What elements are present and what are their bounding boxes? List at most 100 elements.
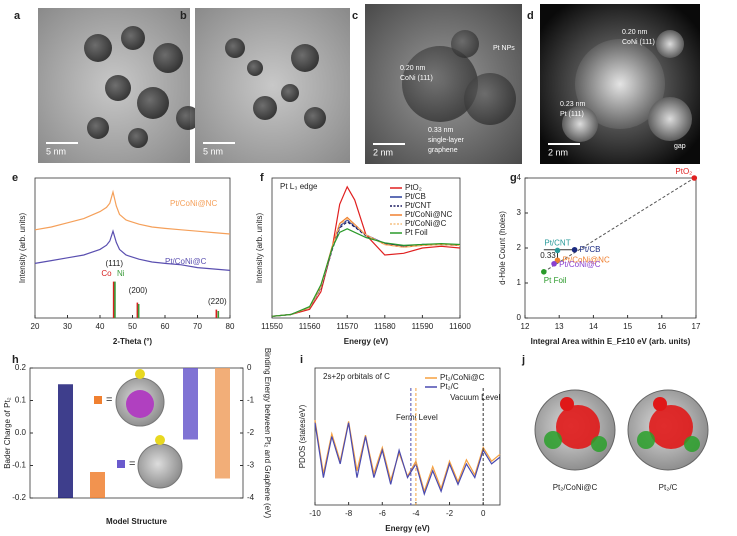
y2-tick-label: 0	[247, 363, 252, 372]
panel-label: h	[12, 354, 19, 366]
particle	[253, 96, 277, 120]
point-label: Pt Foil	[544, 276, 567, 285]
charge-density	[560, 397, 574, 411]
x-tick-label: 15	[623, 322, 632, 331]
scale-bar-label: 2 nm	[548, 147, 568, 157]
peak-label: (200)	[129, 286, 148, 295]
x-tick-label: 11560	[299, 322, 321, 331]
charge-density	[591, 436, 607, 452]
x-tick-label: 30	[63, 322, 72, 331]
reference-label: Co	[101, 269, 112, 278]
y-axis-label: Intensity (arb. units)	[18, 213, 27, 284]
y-tick-label: 2	[517, 243, 522, 252]
model-core	[126, 390, 154, 418]
x-tick-label: 11550	[261, 322, 283, 331]
series-line	[271, 228, 461, 317]
series-line	[34, 189, 231, 235]
particle	[464, 73, 516, 125]
charge-density	[544, 431, 562, 449]
y-axis-label: Intensity (arb. units)	[255, 213, 264, 284]
series-line	[271, 185, 461, 317]
bar	[183, 368, 198, 440]
x-tick-label: 70	[193, 322, 202, 331]
reference-label: Ni	[117, 269, 125, 278]
x-tick-label: 17	[692, 322, 701, 331]
x-tick-label: 13	[555, 322, 564, 331]
peak-label: (220)	[208, 297, 227, 306]
image-annotation: Pt NPs	[493, 45, 515, 52]
y2-tick-label: -4	[247, 493, 255, 502]
particle	[128, 128, 148, 148]
particle	[304, 107, 326, 129]
x-axis-label: Energy (eV)	[385, 524, 430, 533]
series-line	[271, 216, 461, 317]
x-tick-label: 40	[96, 322, 105, 331]
particle	[176, 106, 200, 130]
legend-label: PtO₂	[405, 183, 422, 192]
peak-label: (111)	[106, 259, 124, 268]
particle	[121, 26, 145, 50]
image-annotation: CoNi (111)	[400, 75, 433, 82]
legend-equals: =	[129, 458, 135, 470]
model-label: Pt₂/CoNi@C	[553, 483, 598, 492]
image-annotation: gap	[674, 143, 686, 150]
y-tick-label: 1	[517, 278, 522, 287]
chart-title: 2s+2p orbitals of C	[323, 372, 390, 381]
image-annotation: 0.20 nm	[622, 29, 647, 36]
y-tick-label: -0.2	[12, 493, 26, 502]
x-tick-label: 11590	[412, 322, 434, 331]
panel-label: c	[352, 10, 358, 22]
micrograph	[195, 8, 350, 163]
series-line	[314, 422, 501, 496]
x-tick-label: 12	[521, 322, 530, 331]
panel-label: f	[260, 172, 264, 184]
point	[571, 246, 578, 253]
series-line	[34, 229, 231, 271]
charge-density	[653, 397, 667, 411]
model-atom	[135, 369, 145, 379]
y-tick-label: 0	[517, 313, 522, 322]
y-axis-label: Bader Charge of Pt₂	[3, 397, 12, 469]
legend-equals: =	[106, 394, 112, 406]
x-tick-label: 14	[589, 322, 598, 331]
image-annotation: 0.20 nm	[400, 65, 425, 72]
particle	[648, 97, 692, 141]
particle	[656, 30, 684, 58]
reference-label: Vacuum Level	[450, 393, 500, 402]
panel-label: b	[180, 10, 187, 22]
legend-label: Pt₂/C	[440, 382, 459, 391]
point	[551, 260, 557, 267]
x-tick-label: -10	[309, 509, 321, 518]
point	[554, 257, 561, 264]
charge-density	[556, 405, 600, 449]
y-tick-label: 3	[517, 208, 522, 217]
plot-frame	[271, 177, 461, 319]
legend-key	[94, 396, 102, 404]
scale-bar-label: 2 nm	[373, 147, 393, 157]
plot-frame	[314, 367, 501, 506]
particle	[84, 34, 112, 62]
particle	[225, 38, 245, 58]
legend-label: Pt/CoNi@NC	[405, 210, 452, 219]
particle	[291, 44, 319, 72]
panel-label: a	[14, 10, 21, 22]
charge-density	[637, 431, 655, 449]
y2-tick-label: -2	[247, 428, 255, 437]
model-shell	[137, 443, 183, 489]
y-tick-label: 0.2	[15, 363, 27, 372]
particle	[402, 46, 478, 122]
image-annotation: 0.23 nm	[560, 101, 585, 108]
model-label: Pt₂/C	[659, 483, 678, 492]
bar	[215, 368, 230, 479]
legend-label: Pt Foil	[405, 228, 428, 237]
panel-label: j	[521, 354, 525, 366]
point-label: Pt/CB	[580, 245, 601, 254]
particle	[153, 43, 183, 73]
particle	[562, 106, 598, 142]
y-axis-label: d-Hole Count (holes)	[498, 211, 507, 285]
panel-label: d	[527, 10, 534, 22]
point-label: Pt/CoNi@NC	[562, 255, 609, 264]
x-tick-label: 20	[31, 322, 40, 331]
x-tick-label: -8	[345, 509, 353, 518]
